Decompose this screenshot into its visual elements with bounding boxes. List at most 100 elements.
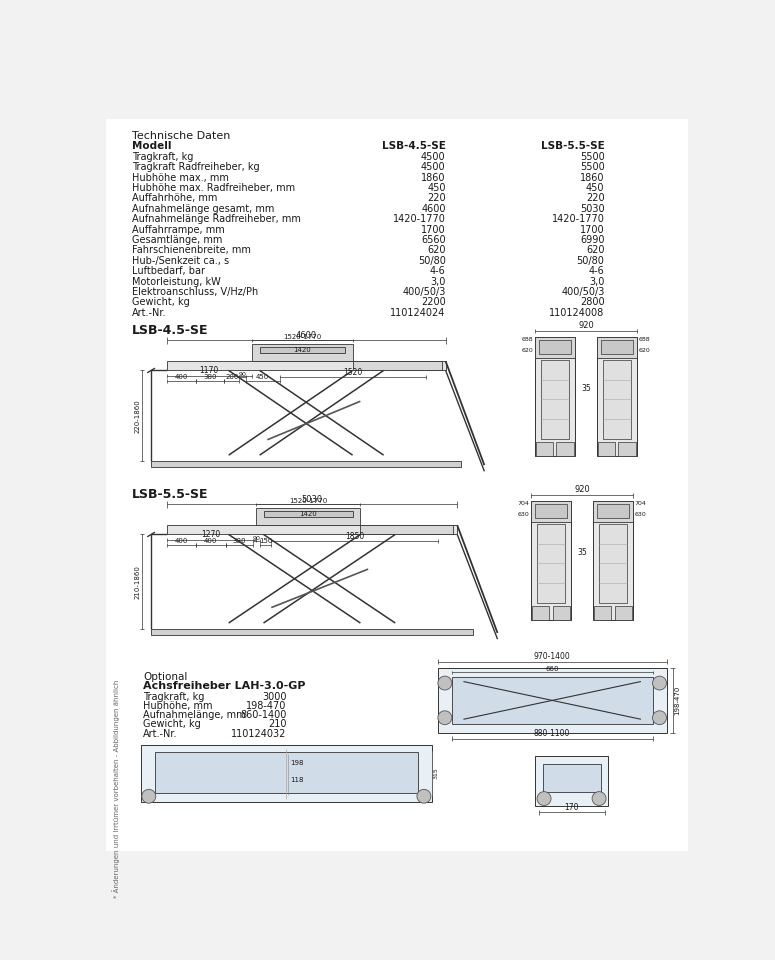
Text: 315: 315: [434, 767, 439, 780]
Text: Aufnahmelänge Radfreiheber, mm: Aufnahmelänge Radfreiheber, mm: [132, 214, 301, 224]
Text: 1520-1770: 1520-1770: [289, 497, 327, 504]
Text: 210-1860: 210-1860: [134, 564, 140, 599]
Circle shape: [417, 789, 431, 804]
Text: 704: 704: [518, 500, 529, 506]
Text: Technische Daten: Technische Daten: [132, 131, 230, 140]
Text: 6990: 6990: [580, 235, 605, 245]
Bar: [151, 462, 461, 468]
Text: Tragkraft, kg: Tragkraft, kg: [143, 691, 205, 702]
Bar: [256, 508, 360, 525]
Text: 620: 620: [586, 246, 604, 255]
Text: * Änderungen und Irrtümer vorbehalten - Abbildungen ähnlich: * Änderungen und Irrtümer vorbehalten - …: [112, 680, 120, 898]
Text: Tragkraft, kg: Tragkraft, kg: [132, 152, 193, 162]
Bar: [155, 753, 418, 793]
Text: 1170: 1170: [200, 366, 219, 375]
Text: 704: 704: [635, 500, 646, 506]
Text: 200: 200: [225, 374, 239, 380]
Text: Luftbedarf, bar: Luftbedarf, bar: [132, 266, 205, 276]
Text: 1860: 1860: [580, 173, 605, 182]
Text: Motorleistung, kW: Motorleistung, kW: [132, 276, 221, 286]
Bar: [360, 525, 453, 535]
Text: 860-1400: 860-1400: [240, 710, 287, 720]
Bar: [536, 442, 553, 456]
Bar: [597, 337, 637, 358]
Text: Optional: Optional: [143, 672, 188, 682]
Text: 1520-1770: 1520-1770: [283, 334, 322, 340]
Text: 2200: 2200: [421, 298, 446, 307]
Text: 450: 450: [586, 183, 604, 193]
Bar: [531, 500, 571, 522]
Text: 688: 688: [639, 337, 650, 342]
Text: 620: 620: [427, 246, 446, 255]
Text: Aufnahmelänge gesamt, mm: Aufnahmelänge gesamt, mm: [132, 204, 274, 214]
Text: 198-470: 198-470: [674, 685, 680, 715]
Text: 35: 35: [577, 548, 587, 557]
Text: 220: 220: [427, 193, 446, 204]
Text: Art.-Nr.: Art.-Nr.: [143, 729, 178, 738]
Bar: [597, 337, 637, 456]
Text: 380: 380: [203, 374, 217, 380]
Circle shape: [537, 792, 551, 805]
Text: Hubhöhe max. Radfreiheber, mm: Hubhöhe max. Radfreiheber, mm: [132, 183, 294, 193]
Text: LSB-5.5-SE: LSB-5.5-SE: [541, 141, 604, 152]
Bar: [260, 347, 345, 352]
Bar: [438, 667, 666, 733]
Bar: [141, 745, 432, 803]
Bar: [452, 677, 653, 724]
Bar: [553, 606, 570, 620]
Bar: [167, 361, 446, 371]
Circle shape: [142, 789, 156, 804]
Text: 1270: 1270: [202, 530, 221, 540]
Text: 5030: 5030: [580, 204, 605, 214]
Bar: [593, 500, 633, 522]
Text: 220-1860: 220-1860: [134, 399, 140, 433]
Text: 170: 170: [564, 803, 579, 811]
Text: 50/80: 50/80: [418, 255, 446, 266]
Text: 210: 210: [268, 719, 287, 730]
Text: 3,0: 3,0: [589, 276, 604, 286]
Text: 6560: 6560: [421, 235, 446, 245]
Circle shape: [653, 710, 666, 725]
Text: 1700: 1700: [580, 225, 605, 234]
Text: Gesamtlänge, mm: Gesamtlänge, mm: [132, 235, 222, 245]
Bar: [539, 341, 571, 354]
Text: 4-6: 4-6: [589, 266, 604, 276]
Bar: [264, 511, 353, 516]
Text: 90: 90: [239, 372, 247, 376]
Text: Auffahrrampe, mm: Auffahrrampe, mm: [132, 225, 225, 234]
Bar: [167, 525, 457, 535]
Text: 400: 400: [204, 539, 218, 544]
Text: 400: 400: [174, 539, 188, 544]
Text: Aufnahmelänge, mm: Aufnahmelänge, mm: [143, 710, 246, 720]
Bar: [601, 341, 633, 354]
Text: Art.-Nr.: Art.-Nr.: [132, 308, 167, 318]
Text: 3,0: 3,0: [430, 276, 446, 286]
Bar: [599, 524, 627, 603]
Text: 1520: 1520: [343, 368, 363, 376]
Text: 1850: 1850: [345, 532, 364, 540]
Text: Gewicht, kg: Gewicht, kg: [143, 719, 202, 730]
Circle shape: [653, 676, 666, 690]
Bar: [535, 337, 575, 358]
Bar: [597, 504, 629, 518]
Text: 450: 450: [256, 374, 270, 380]
Bar: [618, 442, 636, 456]
Text: 1420: 1420: [299, 511, 316, 516]
Text: 630: 630: [635, 512, 646, 517]
Text: 5030: 5030: [301, 494, 322, 504]
Text: Auffahrhöhe, mm: Auffahrhöhe, mm: [132, 193, 217, 204]
Text: 920: 920: [578, 322, 594, 330]
Text: Modell: Modell: [132, 141, 171, 152]
Text: 630: 630: [518, 512, 529, 517]
Text: 90: 90: [253, 536, 261, 540]
Text: Elektroanschluss, V/Hz/Ph: Elektroanschluss, V/Hz/Ph: [132, 287, 258, 297]
Text: 35: 35: [581, 384, 591, 393]
Bar: [531, 500, 571, 620]
Text: 220: 220: [586, 193, 604, 204]
Bar: [594, 606, 611, 620]
Text: 920: 920: [574, 486, 590, 494]
Text: 400/50/3: 400/50/3: [402, 287, 446, 297]
Text: Fahrschienenbreite, mm: Fahrschienenbreite, mm: [132, 246, 250, 255]
Text: 110124024: 110124024: [391, 308, 446, 318]
Bar: [615, 606, 632, 620]
